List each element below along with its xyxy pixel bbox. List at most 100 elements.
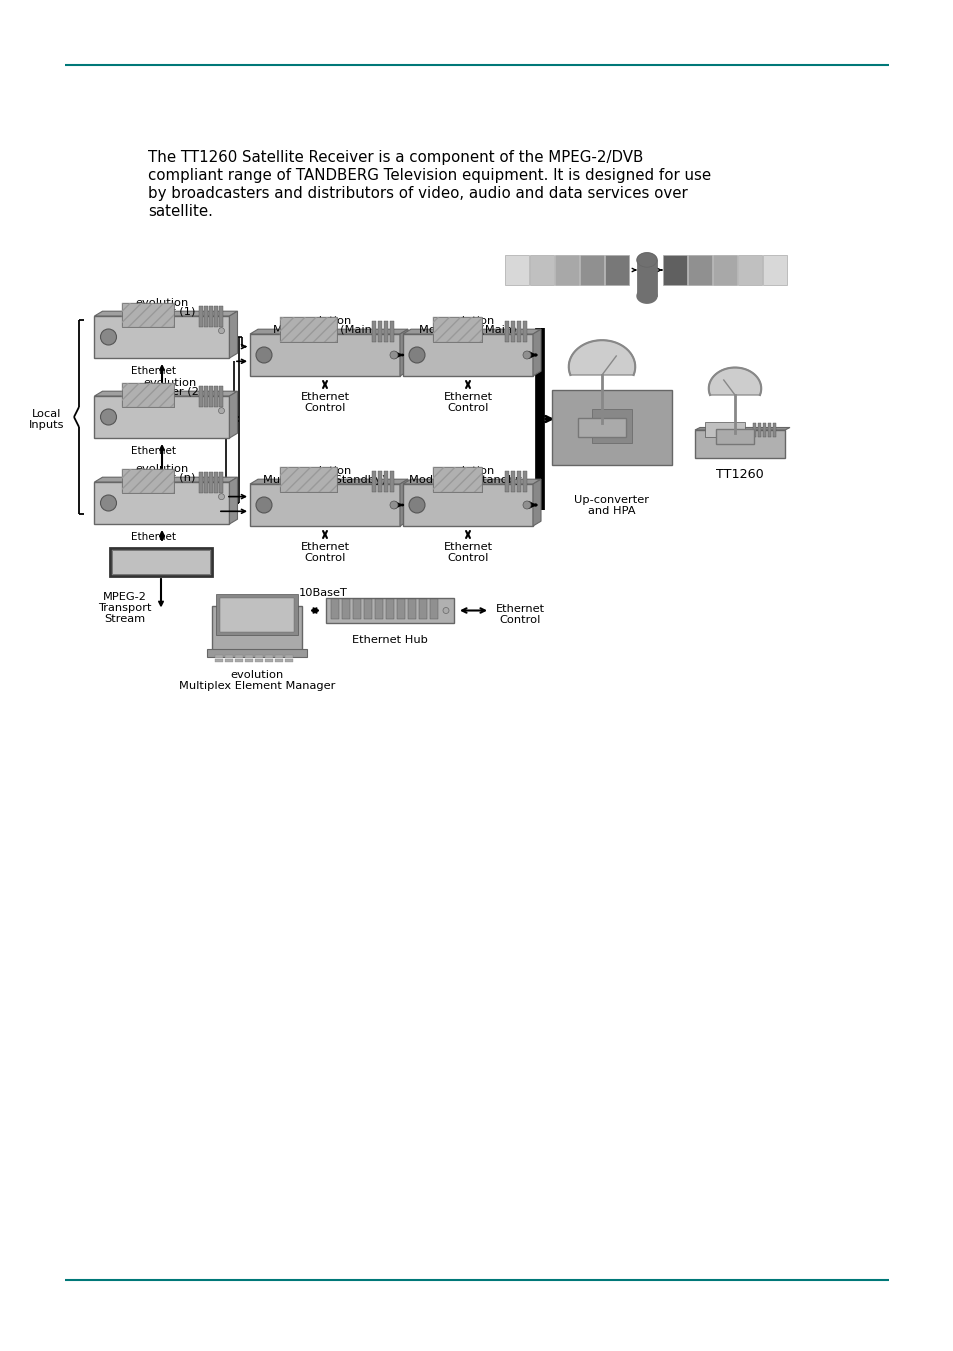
Bar [530,255,554,285]
Bar [210,385,213,407]
Bar [511,322,515,342]
Polygon shape [250,484,399,526]
Bar [758,423,760,436]
Circle shape [218,408,224,413]
Bar [199,471,203,493]
Bar [662,255,686,285]
Bar [225,659,233,662]
Bar [199,385,203,407]
Text: Control: Control [304,403,345,413]
Bar [214,305,218,327]
Text: Multiplex Element Manager: Multiplex Element Manager [178,681,335,690]
Bar [219,471,223,493]
Text: Ethernet: Ethernet [300,542,349,553]
Text: Ethernet: Ethernet [443,542,492,553]
Bar [384,471,388,492]
Bar [280,467,336,492]
Polygon shape [230,477,237,524]
Bar [517,471,520,492]
Bar [110,549,212,576]
Circle shape [218,328,224,334]
Bar [234,659,243,662]
Polygon shape [250,334,399,376]
Text: Control: Control [447,403,488,413]
Text: TT1260: TT1260 [716,467,763,481]
Bar [234,655,243,658]
Text: MPEG-2: MPEG-2 [103,592,147,603]
Text: Modulator (Standby): Modulator (Standby) [409,476,526,485]
Bar [219,305,223,327]
Text: Multiplexer (Main): Multiplexer (Main) [274,326,376,335]
Bar [433,467,482,492]
Text: and HPA: and HPA [588,507,635,516]
Bar [396,598,405,619]
Bar [122,304,173,327]
Bar [433,317,482,342]
Text: The TT1260 Satellite Receiver is a component of the MPEG-2/DVB: The TT1260 Satellite Receiver is a compo… [148,150,642,165]
Bar [592,409,631,443]
Bar [331,598,338,619]
Text: Processor: Processor [137,563,185,573]
Bar [762,423,765,436]
Polygon shape [250,330,408,334]
Bar [214,385,218,407]
Bar [245,659,253,662]
Polygon shape [94,311,237,316]
Polygon shape [402,484,533,526]
Circle shape [522,501,531,509]
Circle shape [100,330,116,345]
Circle shape [100,494,116,511]
Bar [579,255,603,285]
Polygon shape [94,316,230,358]
Polygon shape [250,480,408,484]
Bar [716,428,753,443]
Polygon shape [402,480,540,484]
Bar [375,598,382,619]
Text: evolution: evolution [441,466,494,476]
Bar [210,305,213,327]
Bar [122,469,173,493]
Bar [225,655,233,658]
Text: Ethernet Hub: Ethernet Hub [352,635,428,644]
Polygon shape [695,427,789,430]
Polygon shape [637,253,657,267]
Text: Up-converter: Up-converter [574,494,649,505]
Bar [207,648,307,657]
Circle shape [255,497,272,513]
Bar [752,423,756,436]
Bar [341,598,350,619]
Text: 10BaseT: 10BaseT [298,588,347,598]
Polygon shape [399,330,408,376]
Bar [212,605,302,653]
Text: Control: Control [447,553,488,563]
Bar [377,322,381,342]
Text: Ethernet: Ethernet [443,392,492,403]
Circle shape [442,608,449,613]
Circle shape [218,493,224,500]
Text: Ethernet: Ethernet [132,532,176,542]
Circle shape [409,347,424,363]
Text: Control: Control [304,553,345,563]
Bar [214,471,218,493]
Circle shape [100,409,116,426]
Bar [522,322,526,342]
Bar [204,385,208,407]
Text: Local: Local [32,409,62,419]
Circle shape [390,501,397,509]
Text: Encoder (n): Encoder (n) [129,473,195,484]
Polygon shape [533,330,540,376]
Bar [390,471,394,492]
Text: Ethernet: Ethernet [132,366,176,376]
Text: by broadcasters and distributors of video, audio and data services over: by broadcasters and distributors of vide… [148,186,687,201]
Polygon shape [94,392,237,396]
Text: evolution: evolution [230,670,283,680]
Text: evolution: evolution [441,316,494,326]
Bar [504,471,509,492]
Bar [204,471,208,493]
Bar [372,322,375,342]
Bar [762,255,786,285]
Text: Control: Control [498,615,540,626]
Bar [280,467,336,492]
Bar [214,655,223,658]
Text: evolution: evolution [143,378,196,388]
